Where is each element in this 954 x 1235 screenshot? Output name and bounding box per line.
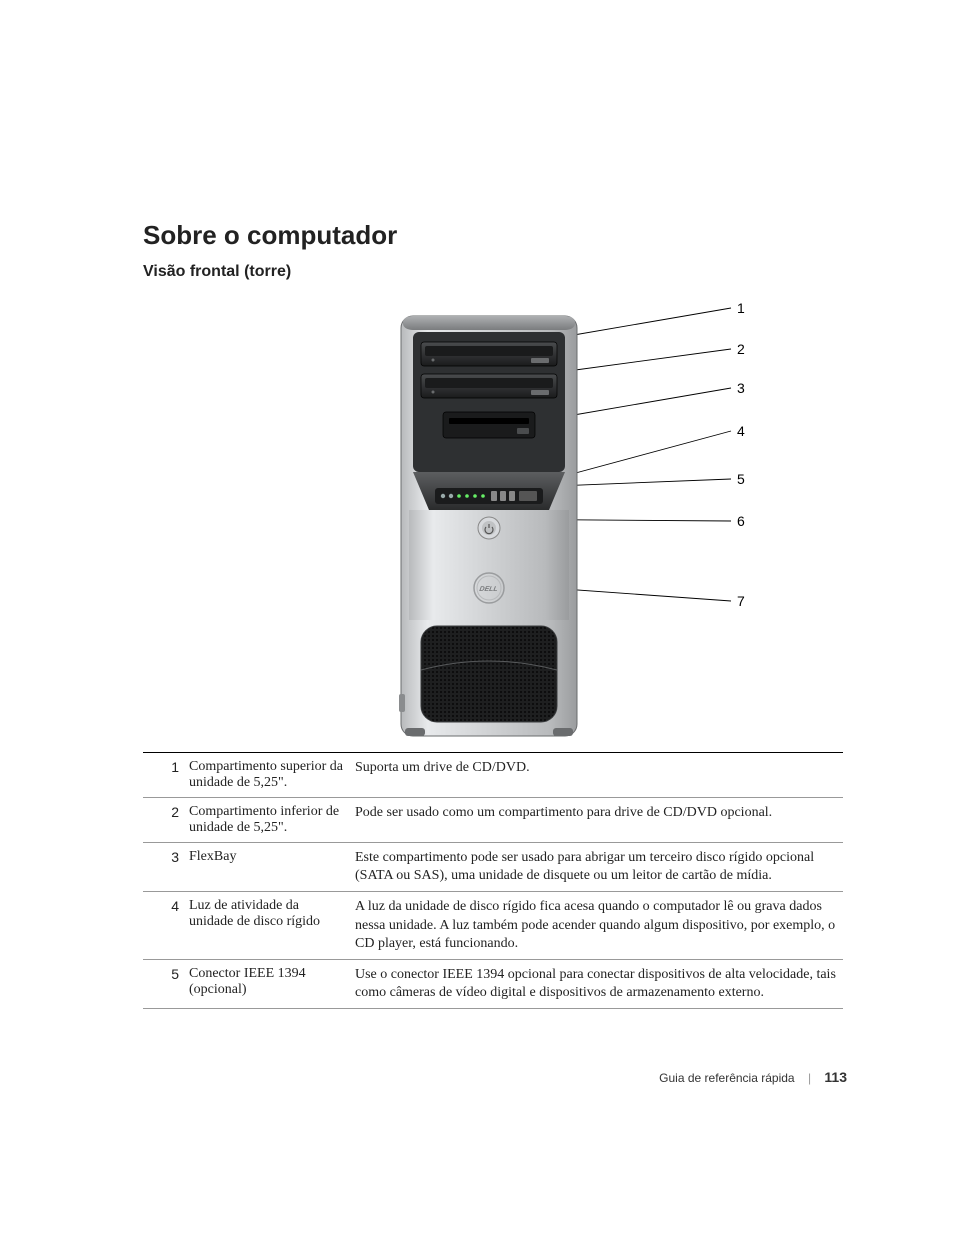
row-name: FlexBay — [189, 843, 355, 891]
callout-6: 6 — [737, 513, 745, 529]
callout-1: 1 — [737, 300, 745, 316]
page-subheading: Visão frontal (torre) — [143, 263, 291, 281]
callout-2: 2 — [737, 341, 745, 357]
row-name: Compartimento superior da unidade de 5,2… — [189, 753, 355, 797]
front-view-diagram: 1234567 1312111098 — [143, 295, 843, 745]
row-name: Luz de atividade da unidade de disco ríg… — [189, 892, 355, 959]
svg-text:DELL: DELL — [478, 584, 500, 593]
footer-divider: | — [808, 1071, 811, 1085]
table-row: 3FlexBayEste compartimento pode ser usad… — [143, 843, 843, 892]
row-description: A luz da unidade de disco rígido fica ac… — [355, 892, 843, 959]
row-name: Conector IEEE 1394 (opcional) — [189, 960, 355, 1008]
row-number: 5 — [143, 960, 189, 1008]
row-number: 4 — [143, 892, 189, 959]
row-description: Suporta um drive de CD/DVD. — [355, 753, 843, 797]
row-description: Use o conector IEEE 1394 opcional para c… — [355, 960, 843, 1008]
callout-7: 7 — [737, 593, 745, 609]
page: Sobre o computador Visão frontal (torre)… — [0, 0, 954, 1235]
callout-5: 5 — [737, 471, 745, 487]
table-row: 4Luz de atividade da unidade de disco rí… — [143, 892, 843, 960]
row-number: 2 — [143, 798, 189, 842]
row-description: Pode ser usado como um compartimento par… — [355, 798, 843, 842]
row-description: Este compartimento pode ser usado para a… — [355, 843, 843, 891]
page-heading: Sobre o computador — [143, 220, 397, 251]
tower-illustration: DELL — [399, 310, 579, 740]
callout-4: 4 — [737, 423, 745, 439]
row-name: Compartimento inferior de unidade de 5,2… — [189, 798, 355, 842]
page-number: 113 — [824, 1069, 847, 1085]
table-row: 1Compartimento superior da unidade de 5,… — [143, 753, 843, 798]
table-row: 2Compartimento inferior de unidade de 5,… — [143, 798, 843, 843]
footer-title: Guia de referência rápida — [659, 1071, 794, 1085]
callout-table: 1Compartimento superior da unidade de 5,… — [143, 752, 843, 1009]
callout-3: 3 — [737, 380, 745, 396]
row-number: 3 — [143, 843, 189, 891]
table-row: 5Conector IEEE 1394 (opcional)Use o cone… — [143, 960, 843, 1009]
page-footer: Guia de referência rápida | 113 — [659, 1069, 847, 1085]
row-number: 1 — [143, 753, 189, 797]
